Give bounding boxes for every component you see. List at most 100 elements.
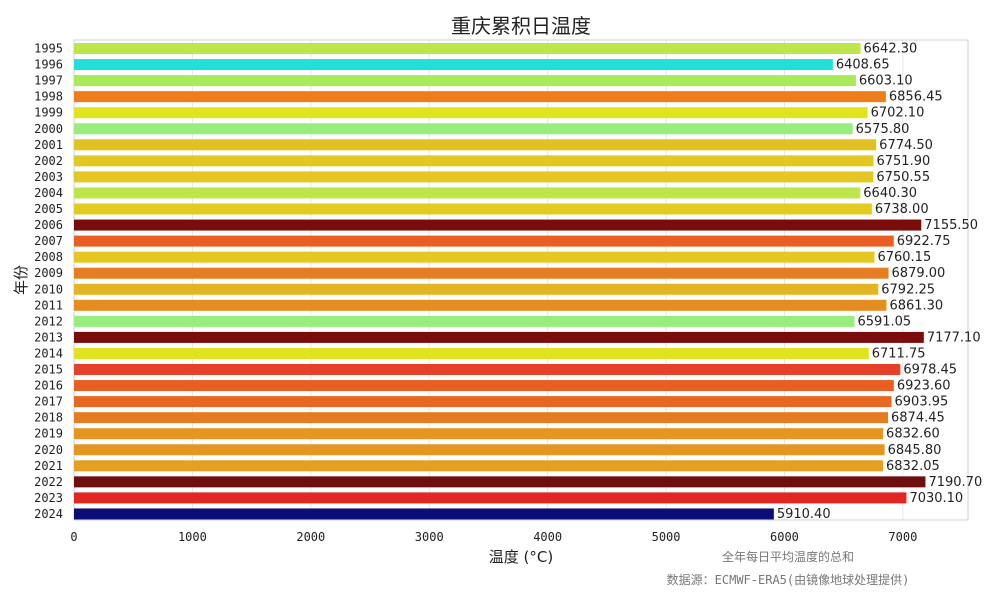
data-label-2010: 6792.25	[881, 282, 935, 297]
bar-1997	[74, 75, 856, 87]
bar-2007	[74, 235, 894, 247]
y-tick-label: 2003	[34, 170, 63, 184]
x-tick-label: 0	[70, 530, 77, 544]
y-tick-label: 1996	[34, 58, 63, 72]
annotation-description: 全年每日平均温度的总和	[722, 549, 854, 564]
data-label-2013: 7177.10	[927, 330, 981, 345]
data-label-2020: 6845.80	[888, 443, 942, 458]
bar-2012	[74, 315, 855, 327]
bar-2010	[74, 283, 879, 295]
data-label-2018: 6874.45	[891, 411, 945, 426]
bar-2003	[74, 171, 874, 183]
y-tick-label: 2020	[34, 443, 63, 457]
data-label-2024: 5910.40	[777, 507, 831, 522]
data-label-2014: 6711.75	[872, 346, 926, 361]
y-tick-label: 2013	[34, 330, 63, 344]
data-label-2011: 6861.30	[889, 298, 943, 313]
data-label-2012: 6591.05	[857, 314, 911, 329]
bar-2005	[74, 203, 872, 215]
y-tick-label: 2017	[34, 395, 63, 409]
bar-2011	[74, 299, 887, 311]
data-label-2009: 6879.00	[892, 266, 946, 281]
data-label-2001: 6774.50	[879, 138, 933, 153]
y-tick-label: 2019	[34, 427, 63, 441]
bar-2000	[74, 123, 853, 135]
y-tick-label: 2021	[34, 459, 63, 473]
bar-2020	[74, 444, 885, 456]
bar-2014	[74, 347, 869, 359]
data-label-2017: 6903.95	[895, 395, 949, 410]
bar-2023	[74, 492, 907, 504]
x-axis-label: 温度 (°C)	[489, 548, 553, 566]
bar-2021	[74, 460, 883, 472]
x-tick-label: 7000	[888, 530, 917, 544]
chart-title: 重庆累积日温度	[451, 14, 591, 38]
data-label-2003: 6750.55	[876, 170, 930, 185]
y-tick-label: 1995	[34, 42, 63, 56]
bar-1996	[74, 59, 833, 71]
bar-2009	[74, 267, 889, 279]
bar-2015	[74, 364, 901, 375]
bar-2001	[74, 139, 877, 151]
data-labels: 6642.306408.656603.106856.456702.106575.…	[777, 42, 982, 522]
bar-2017	[74, 396, 892, 408]
y-tick-label: 2012	[34, 314, 63, 328]
data-label-1998: 6856.45	[889, 90, 943, 105]
data-label-2022: 7190.70	[928, 475, 982, 490]
data-label-2005: 6738.00	[875, 202, 929, 217]
x-tick-label: 3000	[415, 530, 444, 544]
data-label-2002: 6751.90	[876, 154, 930, 169]
y-tick-label: 2024	[34, 507, 63, 521]
y-tick-label: 2011	[34, 298, 63, 312]
x-tick-label: 5000	[652, 530, 681, 544]
bar-2016	[74, 380, 894, 392]
bar-2018	[74, 412, 889, 424]
bar-1999	[74, 107, 868, 119]
data-label-2008: 6760.15	[877, 250, 931, 265]
bar-2024	[74, 508, 774, 520]
y-tick-label: 2009	[34, 266, 63, 280]
y-tick-label: 2018	[34, 411, 63, 425]
data-label-2021: 6832.05	[886, 459, 940, 474]
x-tick-label: 6000	[770, 530, 799, 544]
y-tick-label: 1999	[34, 106, 63, 120]
data-label-2000: 6575.80	[856, 122, 910, 137]
y-tick-label: 2004	[34, 186, 63, 200]
data-label-1995: 6642.30	[864, 42, 918, 57]
bar-2013	[74, 331, 924, 343]
bar-2022	[74, 476, 926, 488]
data-label-1997: 6603.10	[859, 74, 913, 89]
data-label-2019: 6832.60	[886, 427, 940, 442]
bar-2019	[74, 428, 884, 440]
data-label-2004: 6640.30	[863, 186, 917, 201]
y-tick-label: 2023	[34, 491, 63, 505]
y-tick-label: 2008	[34, 250, 63, 264]
bar-1995	[74, 43, 861, 54]
y-tick-labels: 1995 1996 1997 1998 1999 2000 2001 2002 2003 2004…	[34, 42, 63, 521]
y-axis-label: 年份	[12, 265, 30, 295]
plot-frame	[73, 39, 969, 521]
bar-2008	[74, 251, 875, 263]
x-tick-label: 4000	[533, 530, 562, 544]
annotation-source: 数据源：ECMWF-ERA5(由镜像地球处理提供)	[667, 572, 910, 587]
x-tick-label: 2000	[296, 530, 325, 544]
y-tick-label: 2000	[34, 122, 63, 136]
y-tick-label: 2015	[34, 363, 63, 377]
x-tick-labels: 0 1000 2000 3000 4000 5000 6000 7000	[70, 530, 917, 544]
bar-1998	[74, 91, 886, 103]
y-tick-label: 2010	[34, 282, 63, 296]
data-label-2023: 7030.10	[909, 491, 963, 506]
y-tick-label: 2014	[34, 346, 63, 360]
y-tick-label: 2002	[34, 154, 63, 168]
y-tick-label: 2022	[34, 475, 63, 489]
bar-2004	[74, 187, 861, 199]
y-tick-label: 1998	[34, 90, 63, 104]
data-label-2006: 7155.50	[924, 218, 978, 233]
y-tick-label: 2007	[34, 234, 63, 248]
y-tick-label: 2001	[34, 138, 63, 152]
y-tick-label: 2016	[34, 379, 63, 393]
data-label-2016: 6923.60	[897, 379, 951, 394]
bars	[74, 43, 926, 520]
y-tick-label: 1997	[34, 74, 63, 88]
